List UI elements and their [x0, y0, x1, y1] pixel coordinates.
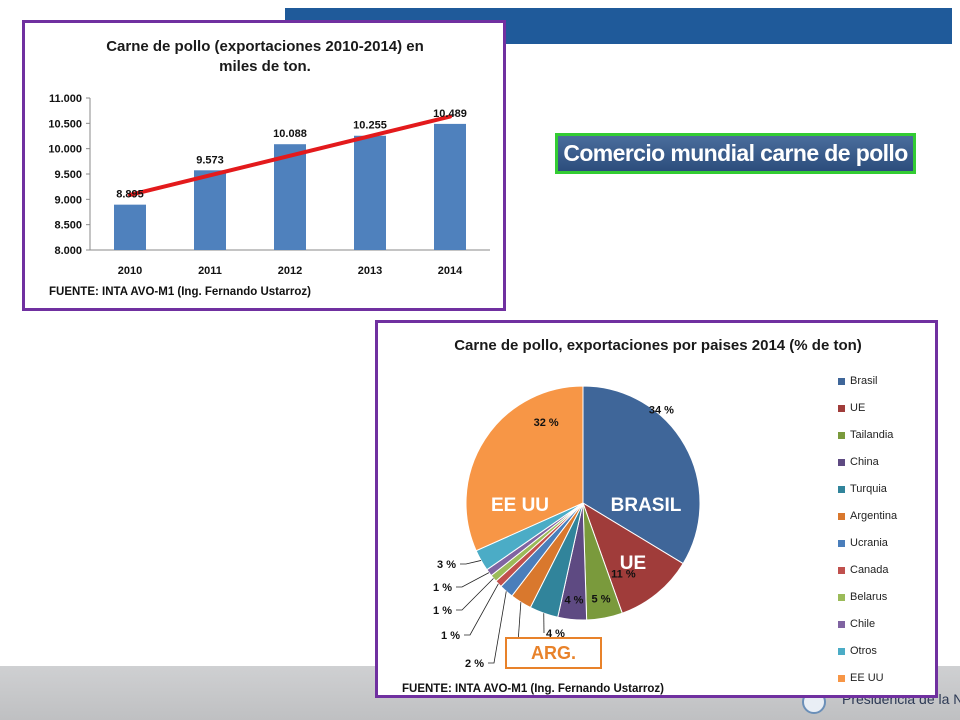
x-tick-label: 2011 — [198, 265, 222, 277]
trend-line — [128, 114, 452, 197]
legend-label: Belarus — [850, 591, 888, 603]
pie-slice-ee-uu — [465, 385, 584, 552]
argentina-callout: ARG. — [505, 637, 602, 669]
y-tick-label: 10.000 — [48, 144, 82, 156]
leader-line — [488, 591, 507, 664]
pie-legend: Brasil UE Tailandia China Turquia Argentina Uc… — [838, 375, 933, 699]
legend-item: Argentina — [838, 510, 933, 537]
slice-label: 5 % — [592, 593, 611, 605]
legend-item: Turquia — [838, 483, 933, 510]
legend-label: China — [850, 456, 879, 468]
slice-label: 4 % — [564, 595, 583, 607]
slice-label: 1 % — [433, 582, 452, 594]
pie-callout-ee-uu: EE UU — [491, 495, 549, 516]
legend-item: Brasil — [838, 375, 933, 402]
pie-chart-panel: Carne de pollo, exportaciones por paises… — [375, 320, 938, 698]
legend-item: EE UU — [838, 672, 933, 699]
x-tick-label: 2013 — [358, 265, 382, 277]
pie-chart: 34 %11 %5 %4 %32 %4 %3 %2 %1 %1 %1 %3 %B… — [433, 385, 701, 670]
data-label: 10.088 — [273, 128, 307, 140]
y-tick-label: 11.000 — [49, 93, 82, 105]
x-tick-label: 2010 — [118, 265, 142, 277]
y-tick-label: 10.500 — [48, 118, 82, 130]
pie-chart-title: Carne de pollo, exportaciones por paises… — [454, 337, 862, 354]
bar-chart: 8.000 8.500 9.000 9.500 10.000 10.500 11.000 20… — [48, 93, 490, 277]
legend-swatch — [838, 378, 845, 385]
legend-item: Ucrania — [838, 537, 933, 564]
bar — [354, 135, 386, 250]
legend-swatch — [838, 513, 845, 520]
bar — [274, 144, 306, 250]
data-label: 10.255 — [353, 120, 387, 132]
legend-swatch — [838, 540, 845, 547]
y-tick-label: 9.000 — [54, 194, 82, 206]
legend-label: Argentina — [850, 510, 898, 522]
pie-callout-ue: UE — [620, 553, 646, 574]
y-tick-label: 9.500 — [54, 169, 82, 181]
legend-item: China — [838, 456, 933, 483]
bar-chart-title-line2: miles de ton. — [219, 58, 311, 75]
legend-item: UE — [838, 402, 933, 429]
slice-label: 3 % — [437, 559, 456, 571]
pie-slice-brasil — [582, 385, 701, 565]
slice-label: 2 % — [465, 658, 484, 670]
data-label: 10.489 — [433, 108, 467, 120]
legend-swatch — [838, 486, 845, 493]
legend-item: Belarus — [838, 591, 933, 618]
legend-item: Chile — [838, 618, 933, 645]
data-label: 9.573 — [196, 154, 224, 166]
data-label: 8.895 — [116, 189, 144, 201]
legend-swatch — [838, 675, 845, 682]
bar-chart-title-line1: Carne de pollo (exportaciones 2010-2014)… — [106, 38, 424, 55]
legend-label: Canada — [850, 564, 889, 576]
y-tick-label: 8.500 — [54, 220, 82, 232]
legend-label: Brasil — [850, 375, 878, 387]
legend-swatch — [838, 567, 845, 574]
bar-chart-title: Carne de pollo (exportaciones 2010-2014)… — [65, 37, 465, 77]
x-tick-label: 2014 — [438, 265, 463, 277]
bar — [114, 204, 146, 250]
slice-label: 1 % — [441, 630, 460, 642]
legend-label: Chile — [850, 618, 876, 630]
bar — [434, 123, 466, 250]
bar-chart-panel: Carne de pollo (exportaciones 2010-2014)… — [22, 20, 506, 311]
leader-line — [456, 578, 494, 611]
legend-item: Otros — [838, 645, 933, 672]
legend-label: Turquia — [850, 483, 887, 495]
slice-label: 34 % — [649, 405, 674, 417]
legend-swatch — [838, 459, 845, 466]
leader-line — [464, 583, 499, 636]
legend-swatch — [838, 432, 845, 439]
bar — [194, 170, 226, 250]
slice-label: 1 % — [433, 605, 452, 617]
pie-callout-brasil: BRASIL — [611, 495, 682, 516]
legend-label: Ucrania — [850, 537, 888, 549]
legend-item: Tailandia — [838, 429, 933, 456]
x-tick-label: 2012 — [278, 265, 302, 277]
legend-item: Canada — [838, 564, 933, 591]
slice-label: 32 % — [534, 417, 559, 429]
leader-line — [456, 572, 490, 588]
legend-swatch — [838, 405, 845, 412]
legend-swatch — [838, 648, 845, 655]
leader-line — [460, 560, 482, 565]
legend-label: UE — [850, 402, 866, 414]
pie-chart-source: FUENTE: INTA AVO-M1 (Ing. Fernando Ustar… — [402, 683, 664, 695]
slice-label: 11 % — [611, 568, 636, 580]
pie-slice-ue — [582, 501, 684, 614]
leader-line — [517, 602, 522, 644]
legend-swatch — [838, 594, 845, 601]
section-title: Comercio mundial carne de pollo — [555, 133, 916, 174]
legend-swatch — [838, 621, 845, 628]
bar-chart-source: FUENTE: INTA AVO-M1 (Ing. Fernando Ustar… — [49, 286, 311, 298]
y-tick-label: 8.000 — [54, 245, 82, 257]
legend-label: EE UU — [850, 672, 884, 684]
legend-label: Tailandia — [850, 429, 894, 441]
legend-label: Otros — [850, 645, 877, 657]
